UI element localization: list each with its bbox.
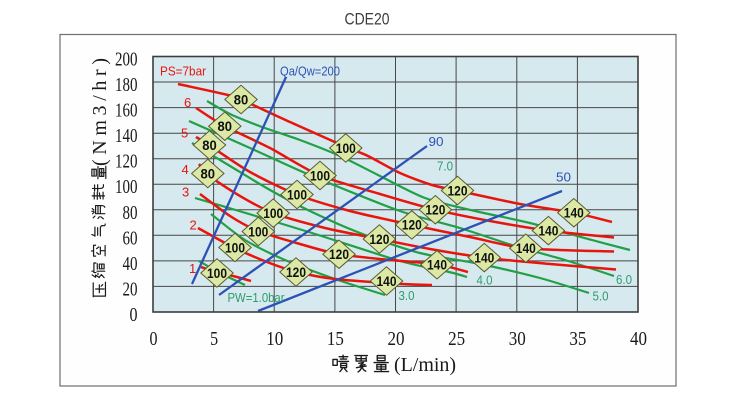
svg-text:3.0: 3.0	[399, 288, 415, 303]
svg-text:100: 100	[115, 176, 138, 198]
svg-text:160: 160	[115, 100, 138, 122]
svg-text:1: 1	[189, 261, 196, 276]
svg-text:140: 140	[474, 250, 494, 265]
svg-text:140: 140	[115, 125, 138, 147]
svg-text:80: 80	[234, 92, 249, 107]
svg-text:10: 10	[266, 328, 283, 350]
svg-text:90: 90	[429, 134, 444, 149]
svg-text:50: 50	[556, 170, 571, 185]
svg-text:120: 120	[448, 183, 468, 198]
svg-text:40: 40	[123, 253, 138, 275]
svg-text:6: 6	[184, 95, 191, 110]
svg-text:20: 20	[123, 278, 138, 300]
svg-text:120: 120	[369, 232, 389, 247]
svg-text:100: 100	[248, 224, 268, 239]
svg-text:200: 200	[115, 49, 138, 71]
svg-text:15: 15	[327, 328, 344, 350]
svg-text:0: 0	[130, 304, 138, 326]
svg-text:100: 100	[336, 141, 356, 156]
svg-text:0: 0	[150, 328, 158, 350]
svg-text:60: 60	[123, 227, 138, 249]
svg-text:80: 80	[218, 119, 233, 134]
svg-text:20: 20	[388, 328, 405, 350]
svg-text:100: 100	[207, 266, 227, 281]
svg-text:120: 120	[329, 247, 349, 262]
svg-text:3: 3	[182, 185, 189, 200]
svg-text:30: 30	[509, 328, 526, 350]
svg-text:4.0: 4.0	[477, 273, 493, 288]
svg-text:(L/min): (L/min)	[394, 354, 456, 376]
svg-text:5: 5	[181, 126, 188, 141]
svg-text:80: 80	[202, 138, 217, 153]
svg-text:4: 4	[182, 162, 189, 177]
svg-text:Qa/Qw=200: Qa/Qw=200	[280, 64, 340, 79]
svg-text:100: 100	[287, 187, 307, 202]
svg-text:100: 100	[310, 168, 330, 183]
svg-text:180: 180	[115, 74, 138, 96]
svg-text:7.0: 7.0	[437, 159, 453, 174]
svg-text:80: 80	[123, 202, 138, 224]
svg-text:100: 100	[225, 240, 245, 255]
svg-text:40: 40	[630, 328, 647, 350]
svg-text:140: 140	[564, 206, 584, 221]
svg-text:120: 120	[115, 151, 138, 173]
svg-text:80: 80	[201, 166, 216, 181]
svg-text:6.0: 6.0	[616, 272, 632, 287]
svg-text:PW=1.0bar: PW=1.0bar	[228, 290, 286, 305]
svg-text:5.0: 5.0	[593, 289, 609, 304]
svg-text:140: 140	[377, 274, 397, 289]
svg-text:120: 120	[286, 265, 306, 280]
svg-text:100: 100	[263, 206, 283, 221]
svg-text:2: 2	[190, 218, 197, 233]
svg-text:CDE20: CDE20	[345, 10, 390, 29]
svg-text:35: 35	[569, 328, 586, 350]
svg-text:140: 140	[516, 241, 536, 256]
svg-text:25: 25	[448, 328, 465, 350]
svg-text:140: 140	[427, 258, 447, 273]
svg-text:140: 140	[538, 223, 558, 238]
svg-text:(Nm3/hr): (Nm3/hr)	[89, 58, 111, 166]
svg-text:5: 5	[210, 328, 218, 350]
svg-text:120: 120	[402, 218, 422, 233]
svg-text:120: 120	[425, 203, 445, 218]
svg-text:PS=7bar: PS=7bar	[160, 64, 207, 79]
